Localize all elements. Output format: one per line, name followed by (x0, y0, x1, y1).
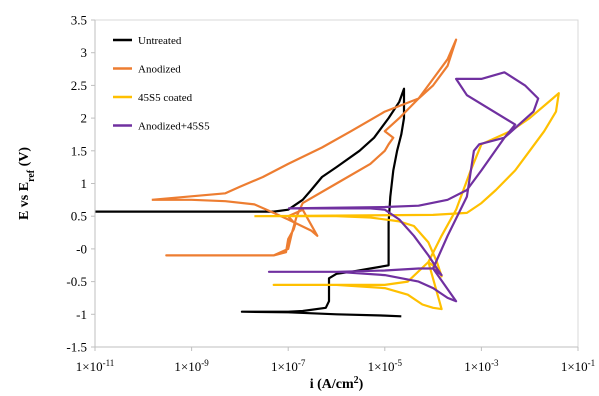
y-axis-title-end: (V) (17, 147, 32, 170)
y-tick-label: -1 (76, 307, 87, 322)
series-line-45s5-coated (254, 92, 560, 311)
y-axis-title: E vs Eref (V) (17, 147, 37, 220)
y-axis-title-sub: ref (26, 169, 37, 182)
y-tick-label: -0.5 (66, 274, 87, 289)
y-axis-title-main: E vs E (17, 182, 32, 220)
series-line-anodized (151, 38, 458, 257)
x-axis-title-main: i (A/cm (310, 377, 354, 392)
legend-label: Untreated (138, 35, 182, 47)
x-tick-label: 1×10-7 (271, 358, 306, 374)
y-tick-label: 1 (81, 176, 88, 191)
legend-label: 45S5 coated (138, 92, 193, 104)
series-line-anodized-45s5 (267, 71, 540, 303)
y-tick-label: 1.5 (71, 143, 87, 158)
x-tick-label: 1×10-9 (174, 358, 209, 374)
x-axis-title: i (A/cm2) (310, 375, 364, 393)
legend-label: Anodized (138, 64, 181, 76)
y-tick-label: 3.5 (71, 13, 87, 28)
x-tick-label: 1×10-1 (561, 358, 595, 374)
x-tick-label: 1×10-3 (464, 358, 499, 374)
ticks-layer: 3.5 3 2.5 2 1.5 1 0.5 -0 -0.5 -1 -1.5 1×10-11 1×10-9… (66, 13, 595, 375)
series-layer (95, 38, 560, 318)
y-tick-label: 3 (81, 45, 88, 60)
y-tick-label: -1.5 (66, 340, 87, 355)
x-tick-label: 1×10-11 (76, 358, 115, 374)
legend: Untreated Anodized 45S5 coated Anodized+45S… (113, 35, 210, 133)
x-axis-title-sup: 2 (354, 375, 359, 386)
y-tick-label: -0 (76, 241, 87, 256)
y-tick-label: 0.5 (71, 209, 87, 224)
legend-label: Anodized+45S5 (138, 121, 210, 133)
series-line-untreated (95, 87, 406, 318)
x-axis-title-end: ) (359, 377, 364, 392)
y-tick-label: 2 (81, 111, 88, 126)
y-tick-label: 2.5 (71, 78, 87, 93)
x-tick-label: 1×10-5 (368, 358, 403, 374)
